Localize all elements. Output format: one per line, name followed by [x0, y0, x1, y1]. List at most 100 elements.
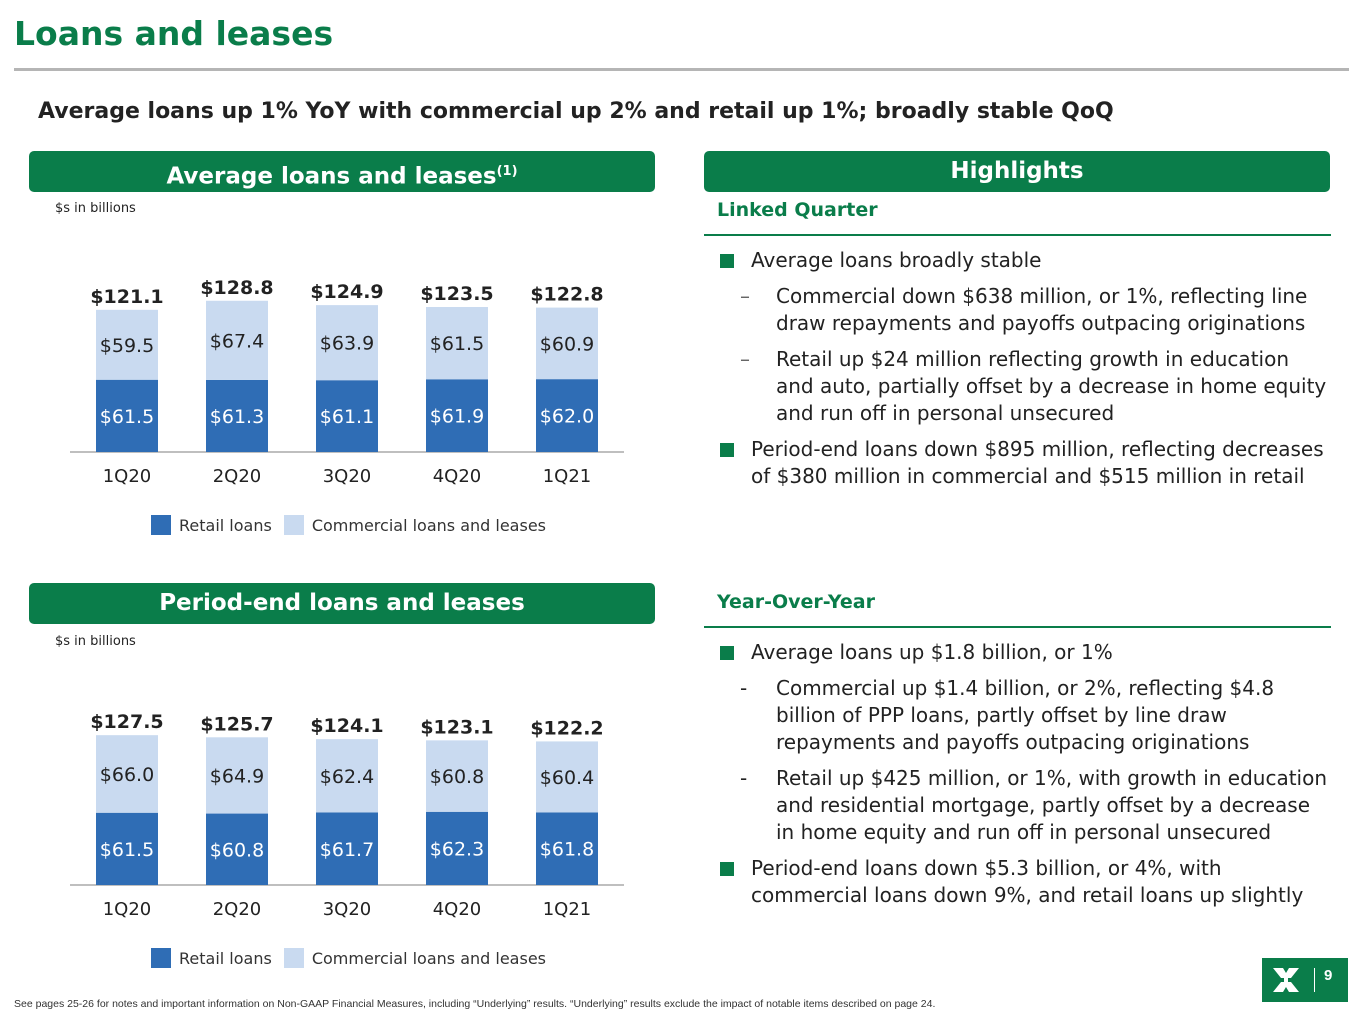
list-item: - Commercial up $1.4 billion, or 2%, refl… — [718, 675, 1328, 756]
data-label-retail: $61.5 — [100, 406, 154, 428]
bar-retail — [316, 380, 378, 452]
data-label-retail: $61.7 — [320, 839, 374, 861]
yoy-bullets: Average loans up $1.8 billion, or 1% - Co… — [718, 639, 1328, 918]
x-tick-label: 1Q20 — [103, 899, 152, 920]
legend-swatch-commercial — [283, 948, 304, 968]
title-divider — [14, 68, 1349, 71]
bar-commercial — [206, 300, 268, 380]
bar-retail — [96, 812, 158, 885]
x-tick-label: 3Q20 — [323, 466, 372, 487]
data-label-commercial: $62.4 — [320, 766, 374, 788]
list-item: – Retail up $24 million reflecting growth… — [718, 346, 1328, 427]
data-label-total: $125.7 — [200, 713, 273, 735]
bullet-square-icon — [720, 862, 734, 876]
footnote: See pages 25-26 for notes and important … — [14, 998, 936, 1010]
bullet-text: Commercial up $1.4 billion, or 2%, refle… — [776, 676, 1275, 754]
data-label-commercial: $60.4 — [540, 767, 594, 789]
pe-chart-legend: Retail loans Commercial loans and leases — [151, 948, 558, 968]
bar-retail — [206, 813, 268, 885]
list-item: Average loans broadly stable — [718, 247, 1328, 274]
bar-retail — [426, 379, 488, 452]
data-label-total: $123.1 — [420, 716, 493, 738]
x-tick-label: 1Q21 — [543, 899, 592, 920]
data-label-total: $128.8 — [200, 277, 273, 299]
bar-commercial — [426, 740, 488, 812]
bullet-text: Period-end loans down $895 million, refl… — [751, 437, 1324, 488]
legend-label-retail: Retail loans — [179, 515, 272, 535]
data-label-commercial: $60.8 — [430, 766, 484, 788]
logo-badge: 9 — [1262, 958, 1348, 1002]
bar-commercial — [96, 735, 158, 813]
data-label-commercial: $63.9 — [320, 333, 374, 355]
bar-commercial — [316, 739, 378, 813]
data-label-retail: $60.8 — [210, 839, 264, 861]
bullet-text: Average loans up $1.8 billion, or 1% — [751, 640, 1113, 664]
dash-icon: - — [740, 676, 748, 700]
bullet-square-icon — [720, 646, 734, 660]
yoy-heading: Year-Over-Year — [717, 591, 875, 613]
data-label-retail: $62.0 — [540, 406, 594, 428]
pe-units-label: $s in billions — [55, 634, 136, 649]
bullet-square-icon — [720, 443, 734, 457]
bar-commercial — [206, 737, 268, 814]
data-label-commercial: $59.5 — [100, 335, 154, 357]
logo-divider — [1314, 968, 1315, 992]
data-label-retail: $62.3 — [430, 838, 484, 860]
bar-commercial — [536, 741, 598, 813]
data-label-commercial: $66.0 — [100, 764, 154, 786]
avg-units-label: $s in billions — [55, 201, 136, 216]
bar-retail — [536, 379, 598, 452]
data-label-total: $123.5 — [420, 283, 493, 305]
legend-swatch-retail — [151, 948, 171, 968]
data-label-total: $122.2 — [530, 717, 603, 739]
bullet-text: Period-end loans down $5.3 billion, or 4… — [751, 856, 1304, 907]
data-label-total: $124.9 — [310, 281, 383, 303]
data-label-retail: $61.1 — [320, 406, 374, 428]
bar-retail — [426, 811, 488, 885]
avg-loans-header-text: Average loans and leases — [166, 163, 497, 190]
bar-retail — [96, 379, 158, 452]
data-label-total: $124.1 — [310, 715, 383, 737]
avg-loans-header-footnote: (1) — [496, 164, 518, 179]
bar-commercial — [96, 309, 158, 380]
data-label-total: $121.1 — [90, 286, 163, 308]
yoy-divider — [704, 626, 1331, 628]
page-number: 9 — [1324, 967, 1333, 984]
dash-icon: - — [740, 766, 748, 790]
page-title: Loans and leases — [14, 14, 334, 53]
list-item: Average loans up $1.8 billion, or 1% — [718, 639, 1328, 666]
bullet-square-icon — [720, 254, 734, 268]
x-tick-label: 2Q20 — [213, 466, 262, 487]
x-tick-label: 4Q20 — [433, 899, 482, 920]
citizens-logo-icon — [1273, 968, 1299, 992]
x-tick-label: 1Q21 — [543, 466, 592, 487]
bullet-text: Retail up $425 million, or 1%, with grow… — [776, 766, 1328, 844]
list-item: Period-end loans down $895 million, refl… — [718, 436, 1328, 490]
data-label-total: $127.5 — [90, 711, 163, 733]
period-end-header: Period-end loans and leases — [29, 583, 655, 624]
period-end-loans-chart: $61.5 $66.0 $127.5 1Q20 $60.8 $64.9 $125.7 2Q20… — [70, 711, 624, 920]
list-item: Period-end loans down $5.3 billion, or 4… — [718, 855, 1328, 909]
data-label-commercial: $61.5 — [430, 333, 484, 355]
data-label-retail: $61.8 — [540, 839, 594, 861]
data-label-commercial: $67.4 — [210, 330, 264, 352]
avg-loans-header: Average loans and leases(1) — [29, 151, 655, 192]
legend-label-commercial: Commercial loans and leases — [311, 515, 546, 535]
x-tick-label: 3Q20 — [323, 899, 372, 920]
dash-icon: – — [740, 284, 750, 308]
bar-commercial — [426, 307, 488, 380]
data-label-commercial: $60.9 — [540, 333, 594, 355]
legend-swatch-commercial — [283, 515, 304, 535]
x-tick-label: 4Q20 — [433, 466, 482, 487]
bullet-text: Commercial down $638 million, or 1%, ref… — [776, 284, 1308, 335]
bar-retail — [536, 812, 598, 885]
bar-retail — [206, 379, 268, 452]
avg-loans-chart: $61.5 $59.5 $121.1 1Q20 $61.3 $67.4 $128.8 2Q20… — [70, 277, 624, 487]
bar-commercial — [316, 305, 378, 381]
x-tick-label: 2Q20 — [213, 899, 262, 920]
legend-label-retail: Retail loans — [179, 948, 272, 968]
bullet-text: Average loans broadly stable — [751, 248, 1042, 272]
linked-quarter-heading: Linked Quarter — [717, 199, 878, 221]
dash-icon: – — [740, 347, 750, 371]
avg-chart-legend: Retail loans Commercial loans and leases — [151, 515, 558, 535]
